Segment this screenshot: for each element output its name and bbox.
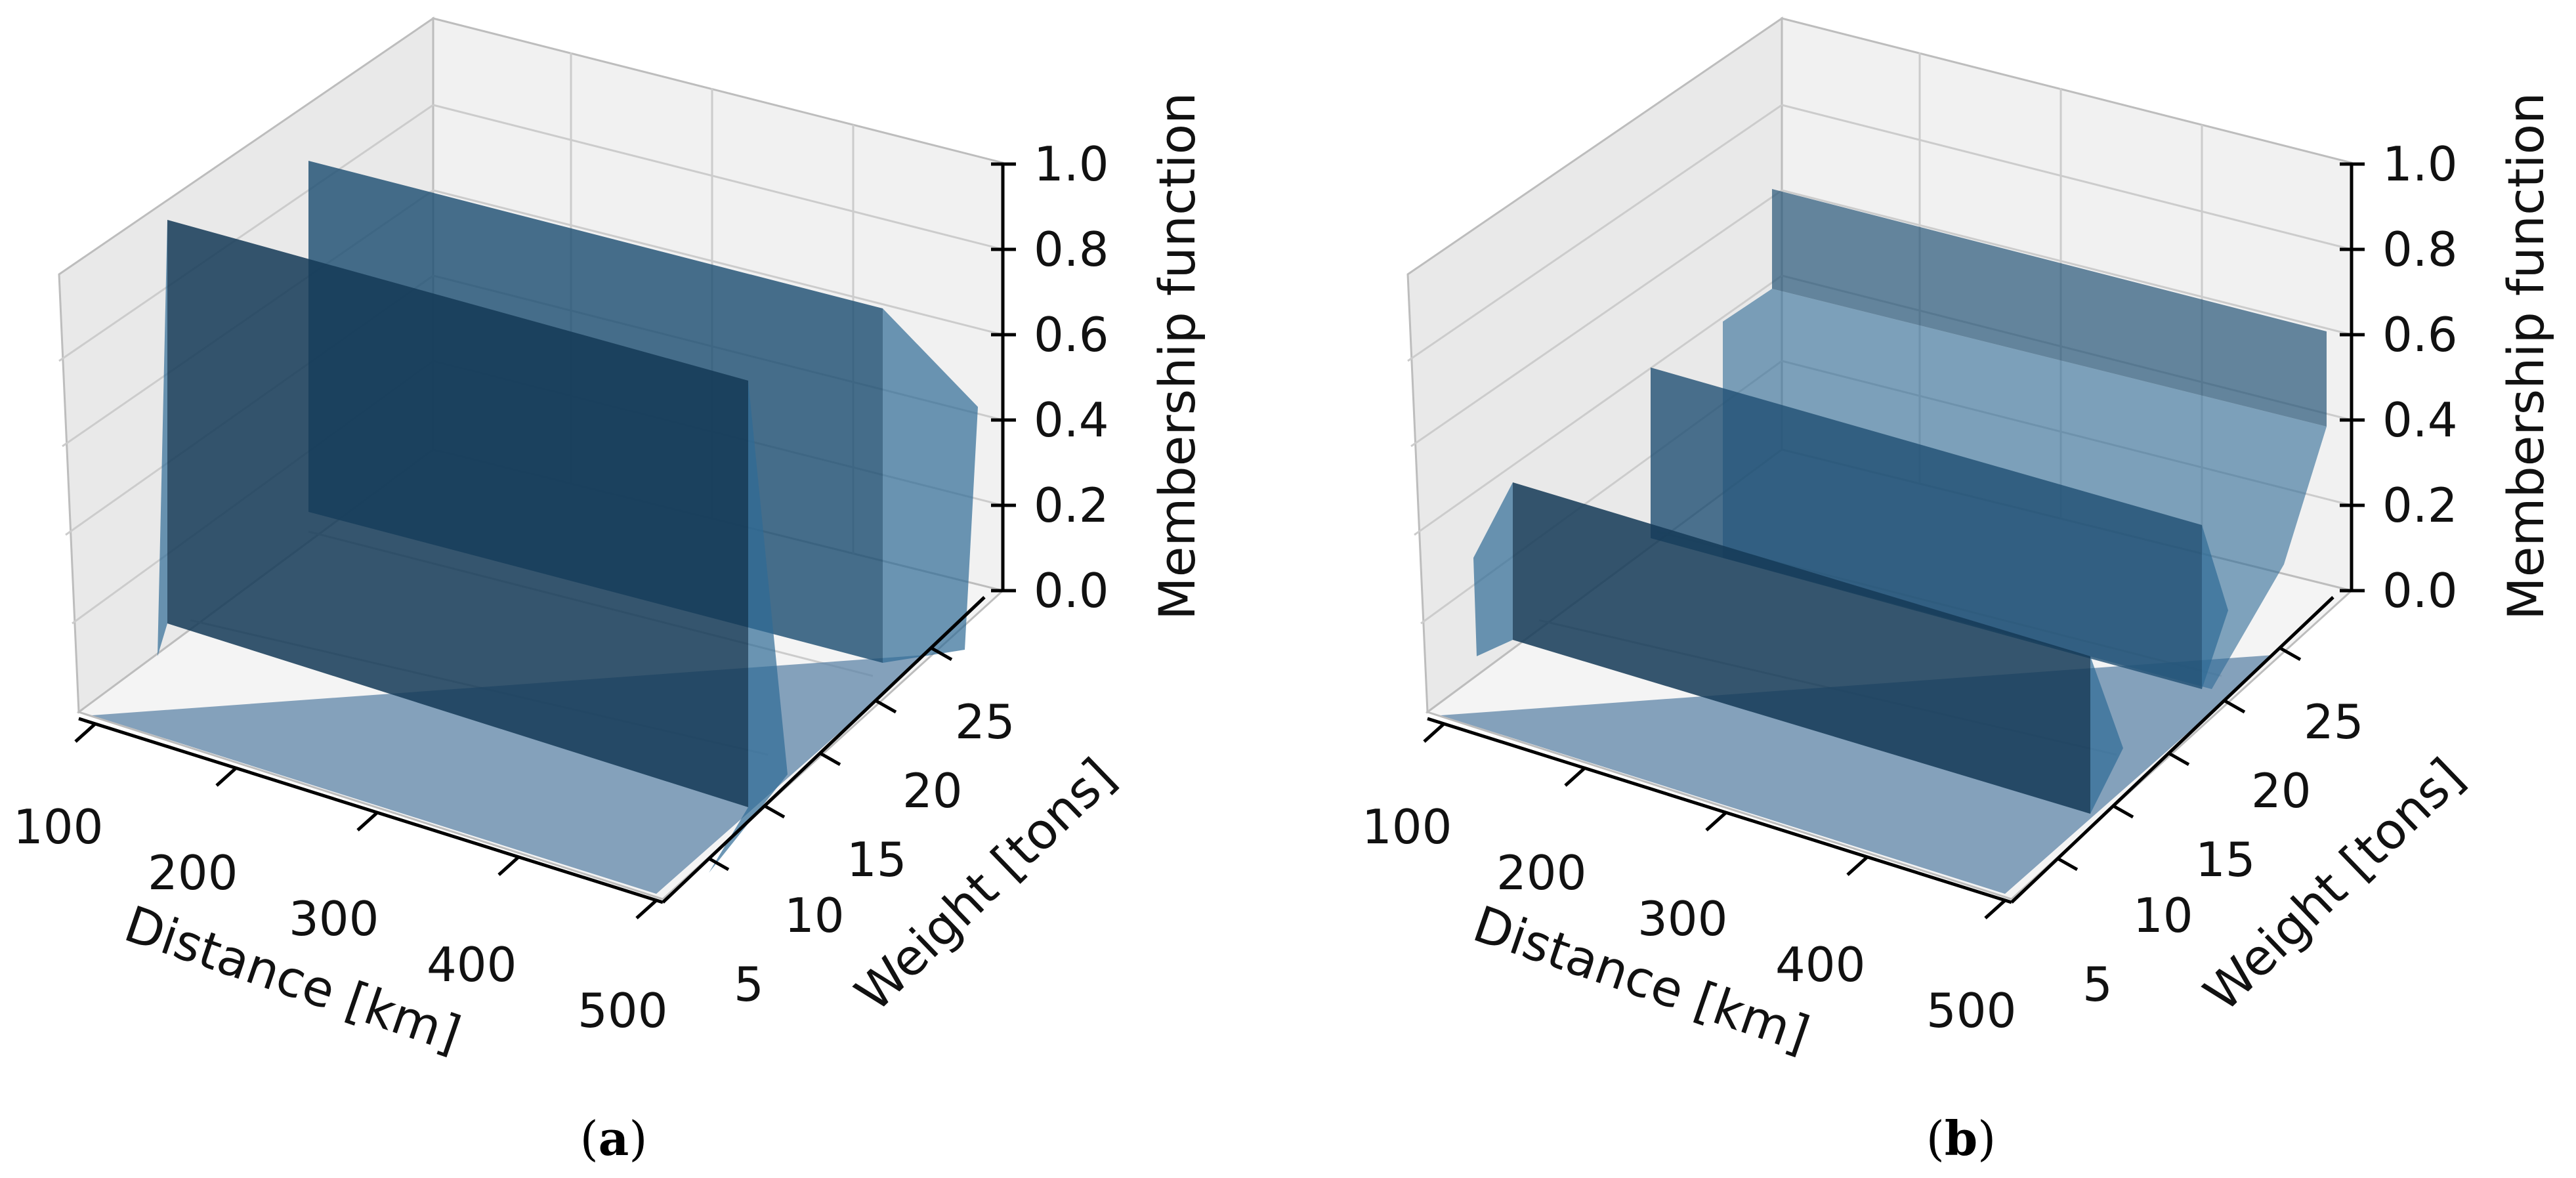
panel-a-chart: 100 200 300 400 500 5 10 15 20 25 0.0 0.…	[13, 16, 1206, 1064]
surface-front-plateau	[167, 220, 748, 807]
y-tick-label: 20	[2251, 763, 2312, 818]
surface-front-plateau	[1513, 482, 2090, 814]
z-tick-label: 0.4	[1034, 392, 1109, 448]
x-tick-label: 500	[1926, 983, 2016, 1038]
z-ticks	[991, 162, 1016, 593]
z-tick-label: 1.0	[1034, 137, 1109, 192]
z-tick-label: 0.0	[2382, 563, 2458, 618]
x-tick-label: 300	[289, 891, 379, 946]
y-tick-label: 20	[902, 763, 963, 818]
surface-rear-plateau	[1772, 189, 2327, 427]
x-ticks	[1423, 723, 2006, 919]
z-axis-label: Membership function	[1148, 93, 1206, 620]
z-tick-label: 0.6	[1034, 307, 1109, 362]
x-tick-label: 500	[578, 983, 667, 1038]
y-tick-label: 10	[2133, 888, 2193, 943]
z-tick-label: 0.2	[1034, 478, 1109, 533]
surface-front-slope	[709, 381, 788, 873]
z-axis-label: Membership function	[2497, 93, 2555, 620]
z-tick-label: 0.8	[1034, 222, 1109, 277]
x-tick-label: 100	[13, 799, 103, 854]
panel-b-chart: 100 200 300 400 500 5 10 15 20 25 0.0 0.…	[1362, 16, 2555, 1064]
y-ticks	[2056, 646, 2302, 872]
x-ticks	[74, 723, 658, 919]
z-tick-label: 0.6	[2382, 307, 2458, 362]
x-tick-label: 100	[1362, 799, 1452, 854]
surface-front-left	[1473, 482, 1513, 656]
surface-middle-plateau	[1651, 368, 2202, 689]
x-axis-line	[1427, 717, 2012, 904]
surface-middle-slope	[2202, 525, 2228, 689]
x-tick-label: 400	[427, 937, 517, 992]
y-tick-label: 5	[2082, 957, 2113, 1012]
y-tick-label: 25	[2304, 694, 2364, 749]
caption-a: (a)	[580, 1110, 648, 1166]
surface-front-slope	[2090, 656, 2123, 814]
x-tick-label: 200	[1496, 845, 1586, 900]
surface-rear-slope	[883, 308, 978, 663]
y-tick-label: 15	[2195, 832, 2256, 887]
x-tick-label: 400	[1775, 937, 1865, 992]
y-ticks	[707, 646, 953, 872]
y-tick-label: 5	[734, 957, 764, 1012]
y-tick-label: 15	[847, 832, 907, 887]
z-tick-label: 0.0	[1034, 563, 1109, 618]
y-tick-label: 25	[955, 694, 1015, 749]
y-axis-line	[662, 596, 986, 904]
x-axis-line	[78, 717, 664, 904]
y-axis-line	[2010, 596, 2334, 904]
z-ticks	[2340, 162, 2365, 593]
z-tick-label: 1.0	[2382, 137, 2458, 192]
x-tick-label: 200	[148, 845, 238, 900]
surface-front-left	[158, 220, 167, 656]
z-tick-label: 0.2	[2382, 478, 2458, 533]
y-tick-label: 10	[784, 888, 845, 943]
z-tick-label: 0.4	[2382, 392, 2458, 448]
x-tick-label: 300	[1637, 891, 1727, 946]
z-tick-label: 0.8	[2382, 222, 2458, 277]
caption-b: (b)	[1926, 1110, 1996, 1166]
